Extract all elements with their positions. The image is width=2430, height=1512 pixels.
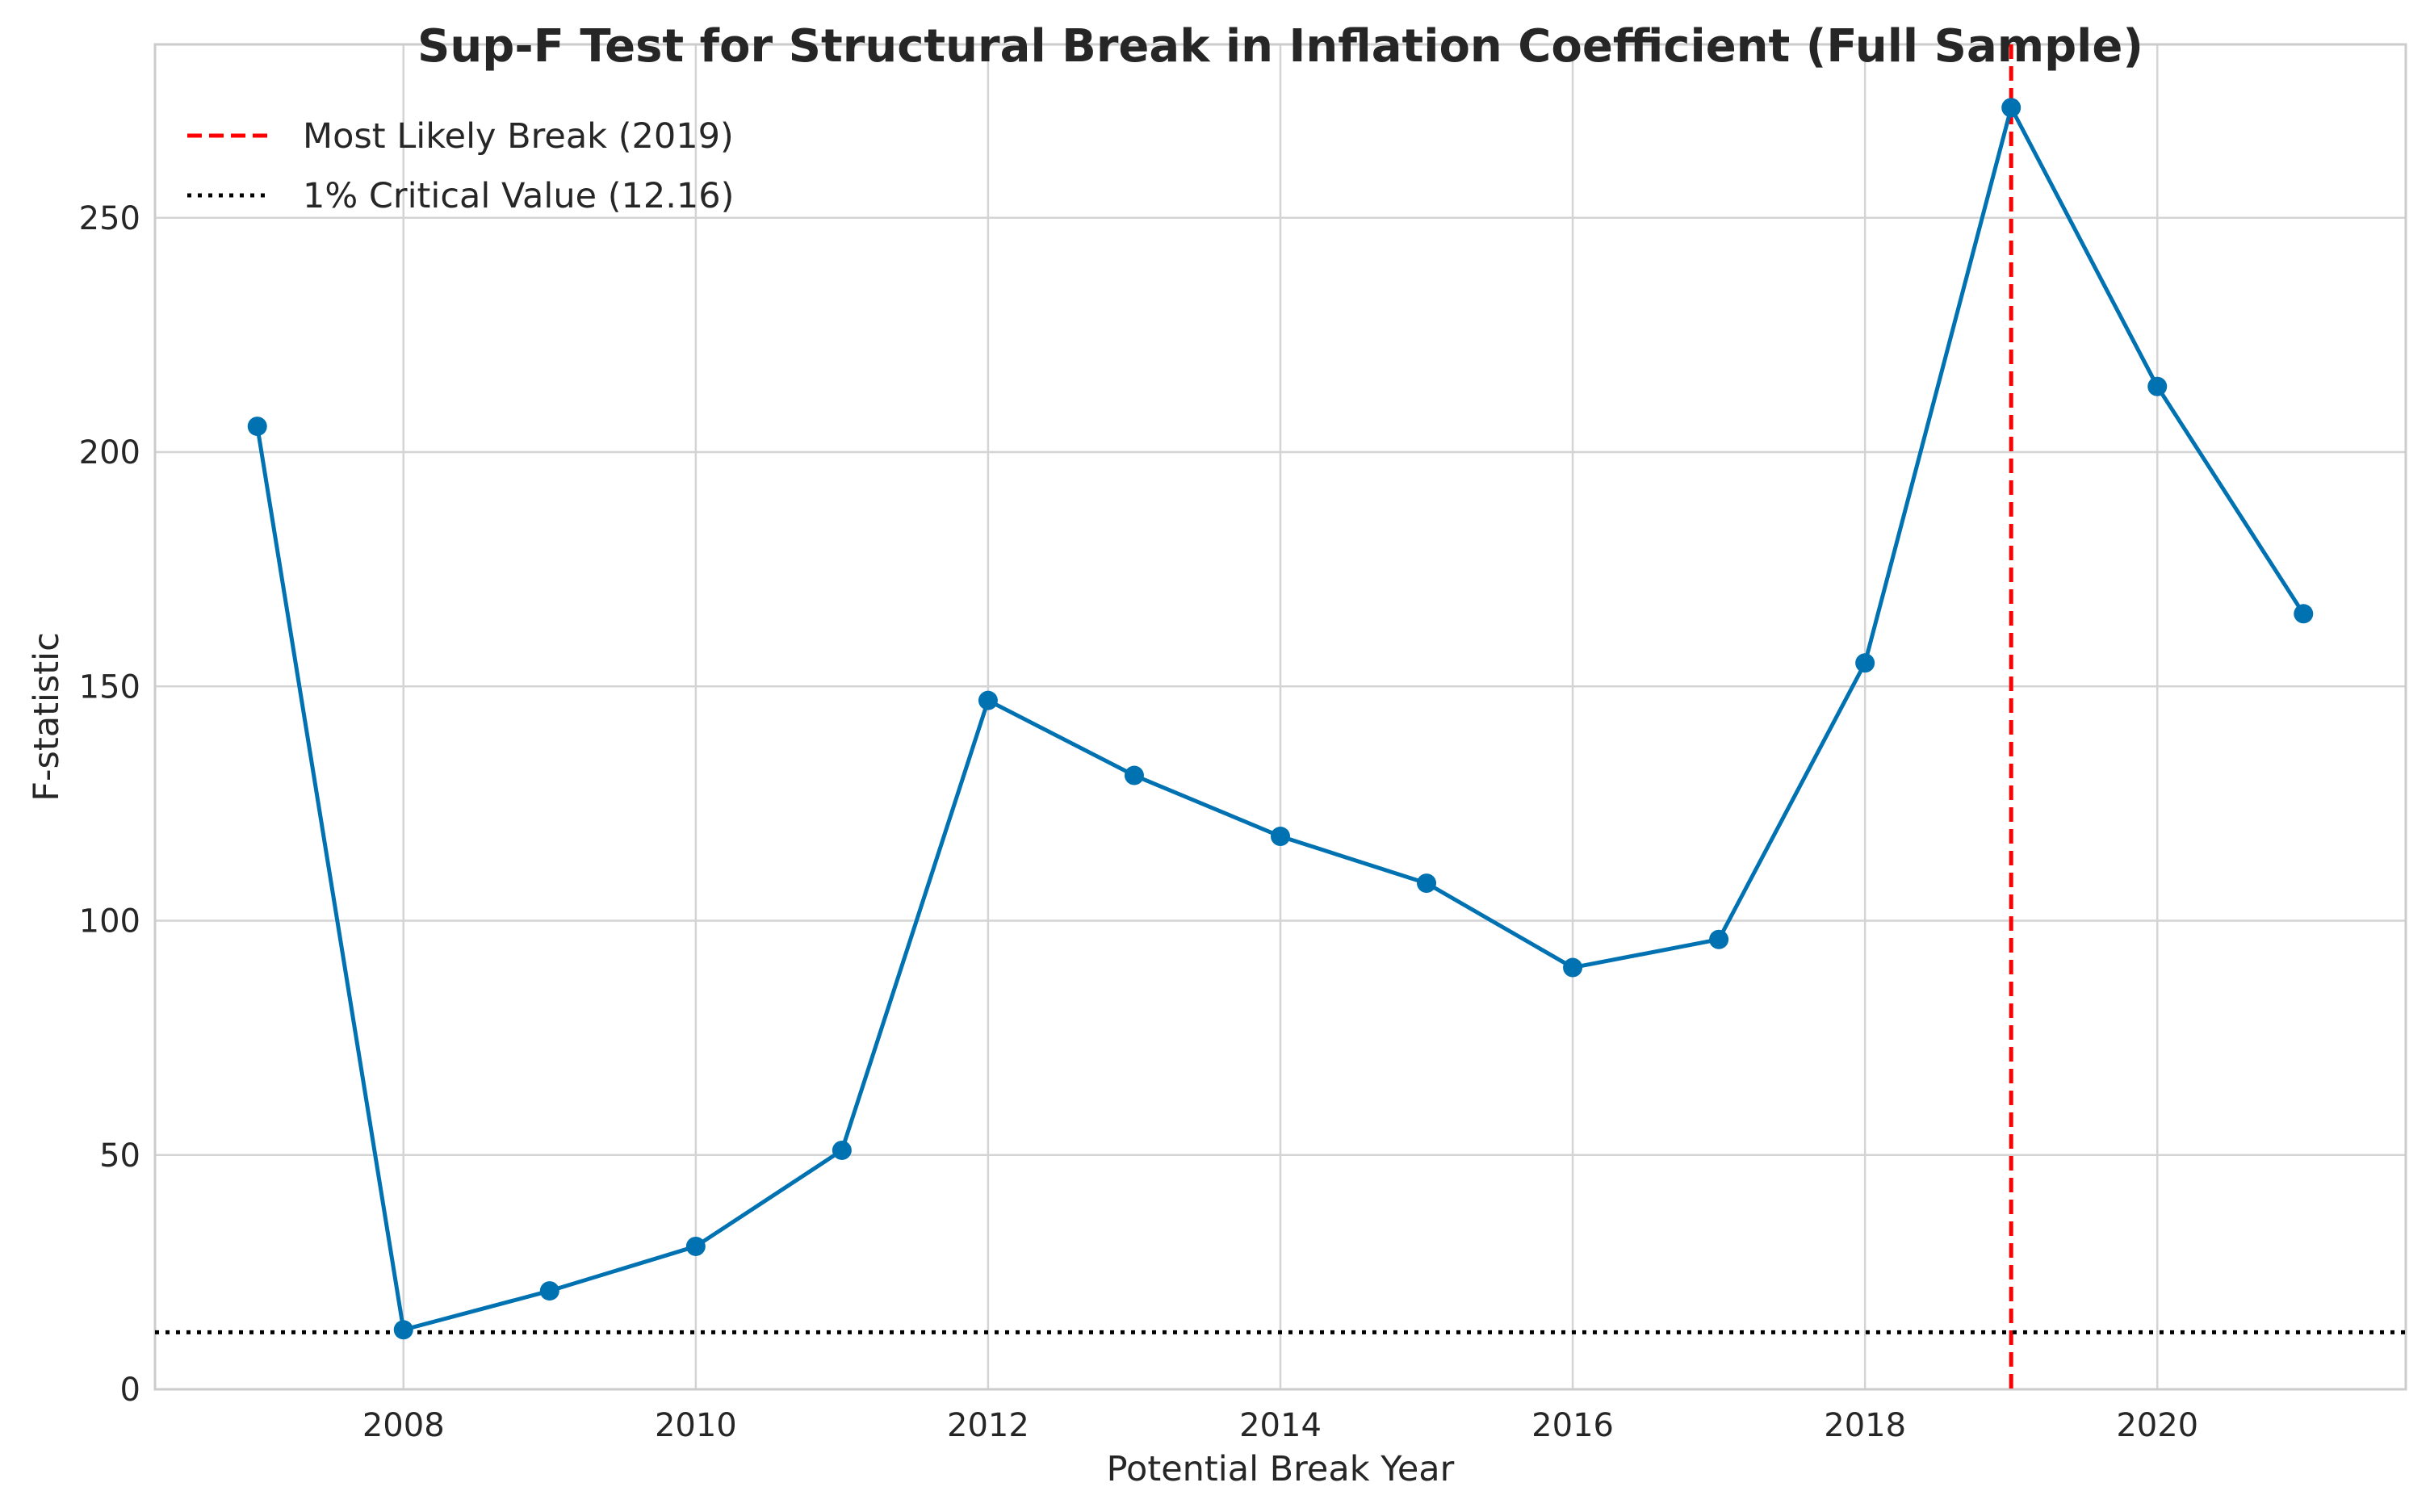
y-tick-label: 250 (79, 200, 140, 237)
y-tick-labels: 0 50 100 150 200 250 (79, 200, 140, 1409)
x-tick-labels: 2008 2010 2012 2014 2016 2018 2020 (362, 1407, 2198, 1444)
grid (155, 44, 2406, 1391)
y-tick-label: 200 (79, 434, 140, 471)
data-point (2294, 604, 2314, 624)
legend-label-break-line: Most Likely Break (2019) (303, 116, 734, 157)
data-point (1563, 957, 1583, 978)
y-axis-label: F-statistic (27, 632, 67, 802)
x-tick-label: 2020 (2116, 1407, 2198, 1444)
data-point (1271, 827, 1290, 847)
data-point (1709, 929, 1729, 949)
data-point (539, 1281, 559, 1301)
y-tick-label: 0 (120, 1372, 140, 1409)
data-point (1855, 653, 1875, 673)
x-axis-label: Potential Break Year (1107, 1449, 1455, 1489)
reference-lines (155, 44, 2406, 1389)
data-point (247, 417, 267, 437)
x-tick-label: 2018 (1824, 1407, 1906, 1444)
x-tick-label: 2012 (947, 1407, 1029, 1444)
y-tick-label: 50 (99, 1137, 140, 1175)
x-tick-label: 2010 (655, 1407, 737, 1444)
plot-frame (153, 43, 2407, 1391)
data-point (978, 690, 998, 710)
data-point (1124, 765, 1144, 785)
data-point (2147, 376, 2168, 396)
y-tick-label: 150 (79, 668, 140, 706)
legend-label-critical-value: 1% Critical Value (12.16) (303, 176, 734, 216)
x-tick-label: 2016 (1531, 1407, 1614, 1444)
data-point (393, 1320, 413, 1340)
data-point (685, 1236, 706, 1256)
x-tick-label: 2014 (1239, 1407, 1322, 1444)
y-tick-label: 100 (79, 903, 140, 940)
data-point (1417, 873, 1437, 894)
series-layer (247, 98, 2314, 1340)
legend: Most Likely Break (2019) 1% Critical Val… (187, 116, 734, 216)
data-point (2001, 98, 2022, 118)
x-tick-label: 2008 (362, 1407, 445, 1444)
data-point (832, 1140, 852, 1160)
chart-title: Sup-F Test for Structural Break in Infla… (417, 20, 2143, 73)
